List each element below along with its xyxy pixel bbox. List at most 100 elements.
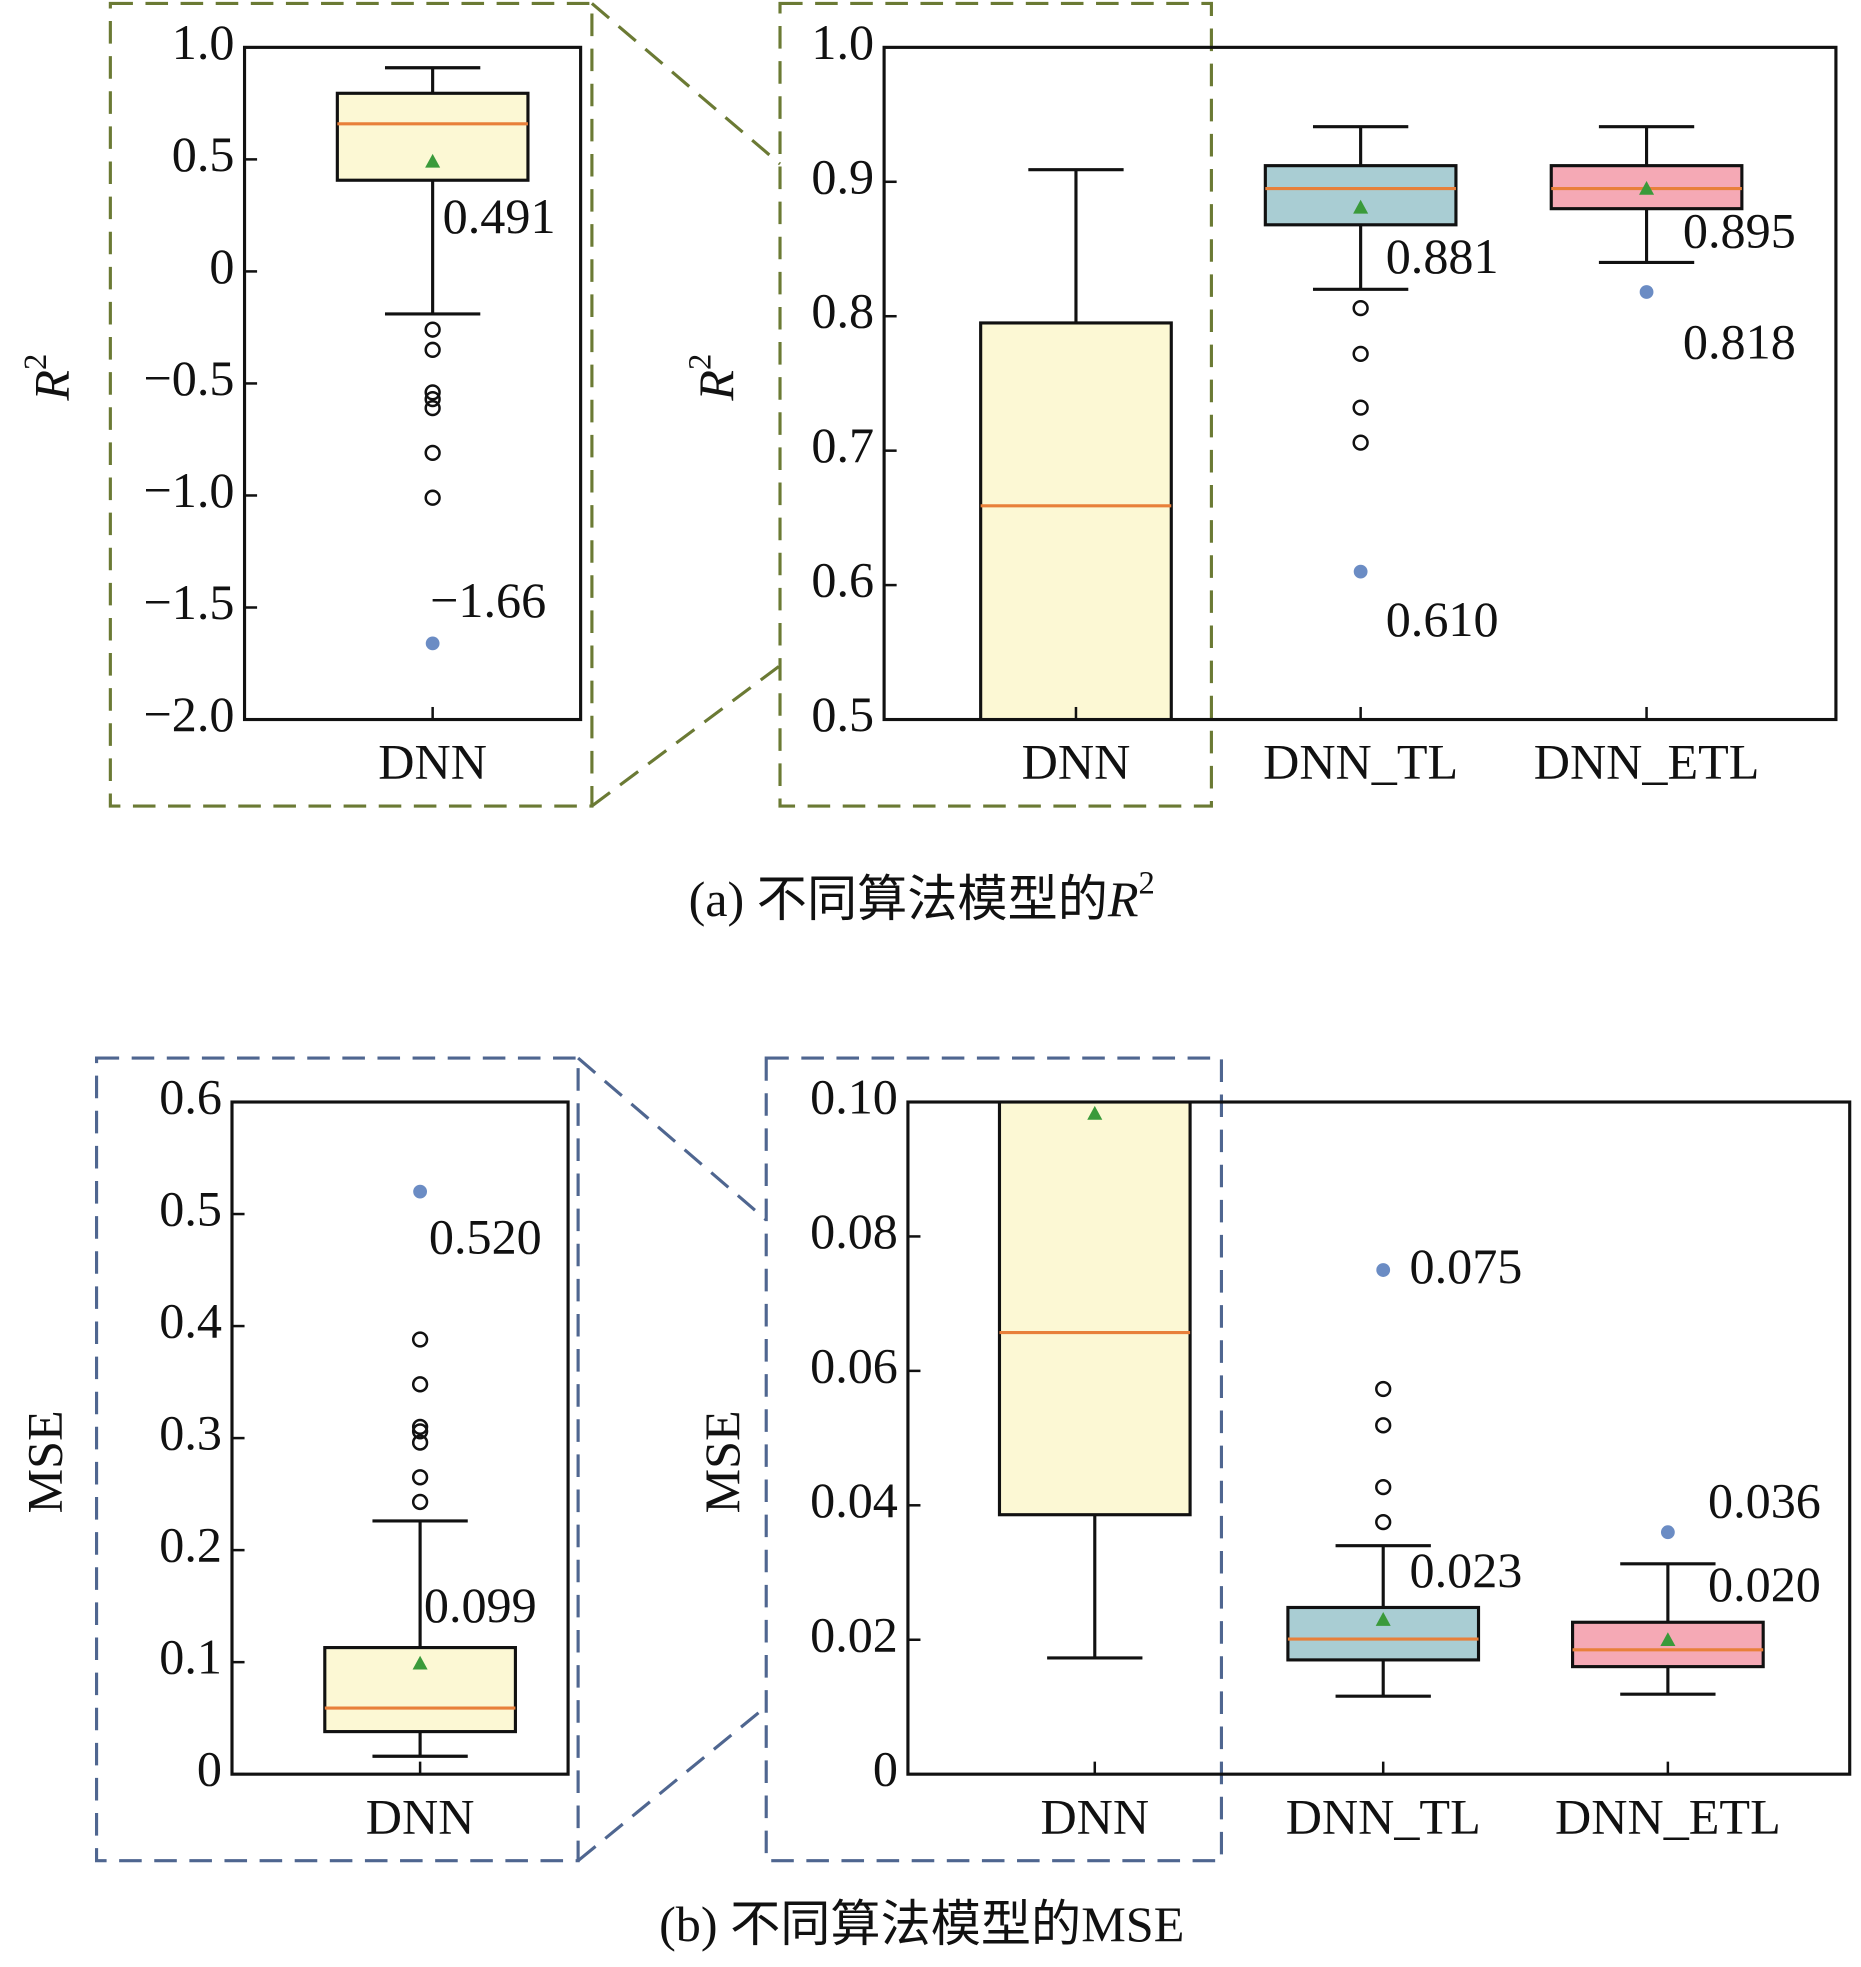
axes-frame [242, 45, 583, 722]
y-label: R2 [18, 354, 79, 402]
outlier [1375, 1417, 1392, 1434]
box [1263, 164, 1458, 227]
outlier [424, 399, 441, 417]
x-tick-label: DNN [366, 1788, 475, 1844]
axes-frame [906, 1100, 1852, 1776]
y-tick-label: 0.9 [811, 148, 874, 204]
outlier [424, 390, 441, 408]
zoom-frame [764, 1056, 1224, 1863]
extreme-outlier [1376, 1263, 1391, 1277]
outlier [411, 1469, 429, 1486]
caption-symbol: R [1107, 870, 1139, 926]
outlier [1375, 1479, 1392, 1496]
outlier [411, 1331, 429, 1348]
outlier [424, 444, 441, 462]
caption-sup: 2 [1139, 866, 1155, 902]
y-tick-label: 0.5 [159, 1181, 222, 1237]
outlier [1352, 434, 1369, 451]
y-label-base: R [23, 370, 79, 402]
zoom-frame [94, 1056, 580, 1863]
value-label: 0.036 [1708, 1472, 1821, 1528]
y-tick-label: 0.6 [159, 1069, 222, 1125]
outlier [424, 384, 441, 401]
mean-marker [425, 153, 441, 168]
y-tick-label: 0.06 [810, 1337, 898, 1393]
y-label: MSE [694, 1410, 750, 1513]
extreme-outlier [1660, 1525, 1675, 1540]
value-label: 0.881 [1386, 228, 1499, 284]
plot-area [997, 1102, 1765, 1698]
y-tick-label: −2.0 [144, 686, 235, 742]
x-tick-label: DNN_TL [1286, 1788, 1481, 1844]
zoom-frame [108, 1, 594, 808]
outlier [424, 341, 441, 358]
y-tick-label: 0.8 [811, 283, 874, 339]
extreme-outlier [425, 636, 440, 651]
outlier [411, 1434, 429, 1451]
caption: (a) 不同算法模型的R2 [689, 866, 1155, 927]
y-label-base: R [688, 370, 744, 402]
outlier [424, 489, 441, 506]
caption-text: (a) 不同算法模型的 [689, 870, 1108, 926]
y-tick-label: 0.10 [810, 1069, 898, 1125]
extreme-outlier [1353, 564, 1368, 579]
zoom-connector [577, 1056, 768, 1222]
y-tick-label: 0.04 [810, 1472, 898, 1528]
outlier [1375, 1380, 1392, 1398]
box [1286, 1605, 1481, 1662]
y-tick-label: 0 [873, 1741, 898, 1797]
outlier [411, 1423, 429, 1440]
mean-marker [1087, 1105, 1103, 1120]
y-tick-label: 0.08 [810, 1203, 898, 1259]
mean-marker [1660, 1632, 1676, 1647]
plot-area [323, 1184, 517, 1758]
value-label: 0.895 [1683, 203, 1796, 259]
mean-marker [412, 1655, 428, 1670]
value-label: 0.520 [429, 1208, 542, 1264]
value-label: 0.610 [1386, 591, 1499, 647]
y-label-sup: 2 [18, 354, 54, 370]
plot-area [979, 125, 1744, 720]
y-tick-label: 0.6 [811, 552, 874, 608]
outlier [1352, 345, 1369, 363]
x-tick-label: DNN [1022, 734, 1131, 790]
y-tick-label: 0 [209, 238, 234, 294]
x-tick-label: DNN [378, 734, 487, 790]
x-tick-label: DNN_TL [1263, 734, 1458, 790]
y-label: R2 [683, 354, 744, 402]
y-tick-label: 0.7 [811, 417, 874, 473]
zoom-frame [778, 1, 1213, 808]
value-label: 0.075 [1410, 1238, 1523, 1294]
x-tick-label: DNN_ETL [1534, 734, 1760, 790]
outlier [411, 1376, 429, 1393]
axes-frame [882, 45, 1838, 722]
mean-marker [1639, 180, 1655, 195]
box [997, 1102, 1192, 1517]
y-tick-label: 0 [197, 1741, 222, 1797]
zoom-connector [590, 2, 782, 166]
mean-marker [1375, 1612, 1391, 1626]
caption: (b) 不同算法模型的MSE [659, 1896, 1184, 1952]
value-label: −1.66 [430, 572, 546, 628]
mean-marker [1353, 199, 1369, 214]
zoom-connector [577, 1705, 768, 1862]
y-label: MSE [17, 1410, 73, 1513]
y-tick-label: 0.5 [172, 126, 235, 182]
y-label-sup: 2 [683, 354, 719, 370]
outlier [411, 1418, 429, 1436]
box [979, 321, 1173, 720]
x-tick-label: DNN [1040, 1788, 1149, 1844]
y-tick-label: −1.0 [144, 462, 235, 518]
y-tick-label: 0.3 [159, 1405, 222, 1461]
value-label: 0.023 [1410, 1542, 1523, 1598]
outlier [424, 321, 441, 338]
value-label: 0.491 [443, 188, 556, 244]
extreme-outlier [413, 1184, 428, 1199]
value-label: 0.020 [1708, 1556, 1821, 1612]
y-tick-label: −1.5 [144, 574, 235, 630]
y-tick-label: 1.0 [811, 14, 874, 70]
y-tick-label: −0.5 [144, 350, 235, 406]
x-tick-label: DNN_ETL [1555, 1788, 1781, 1844]
